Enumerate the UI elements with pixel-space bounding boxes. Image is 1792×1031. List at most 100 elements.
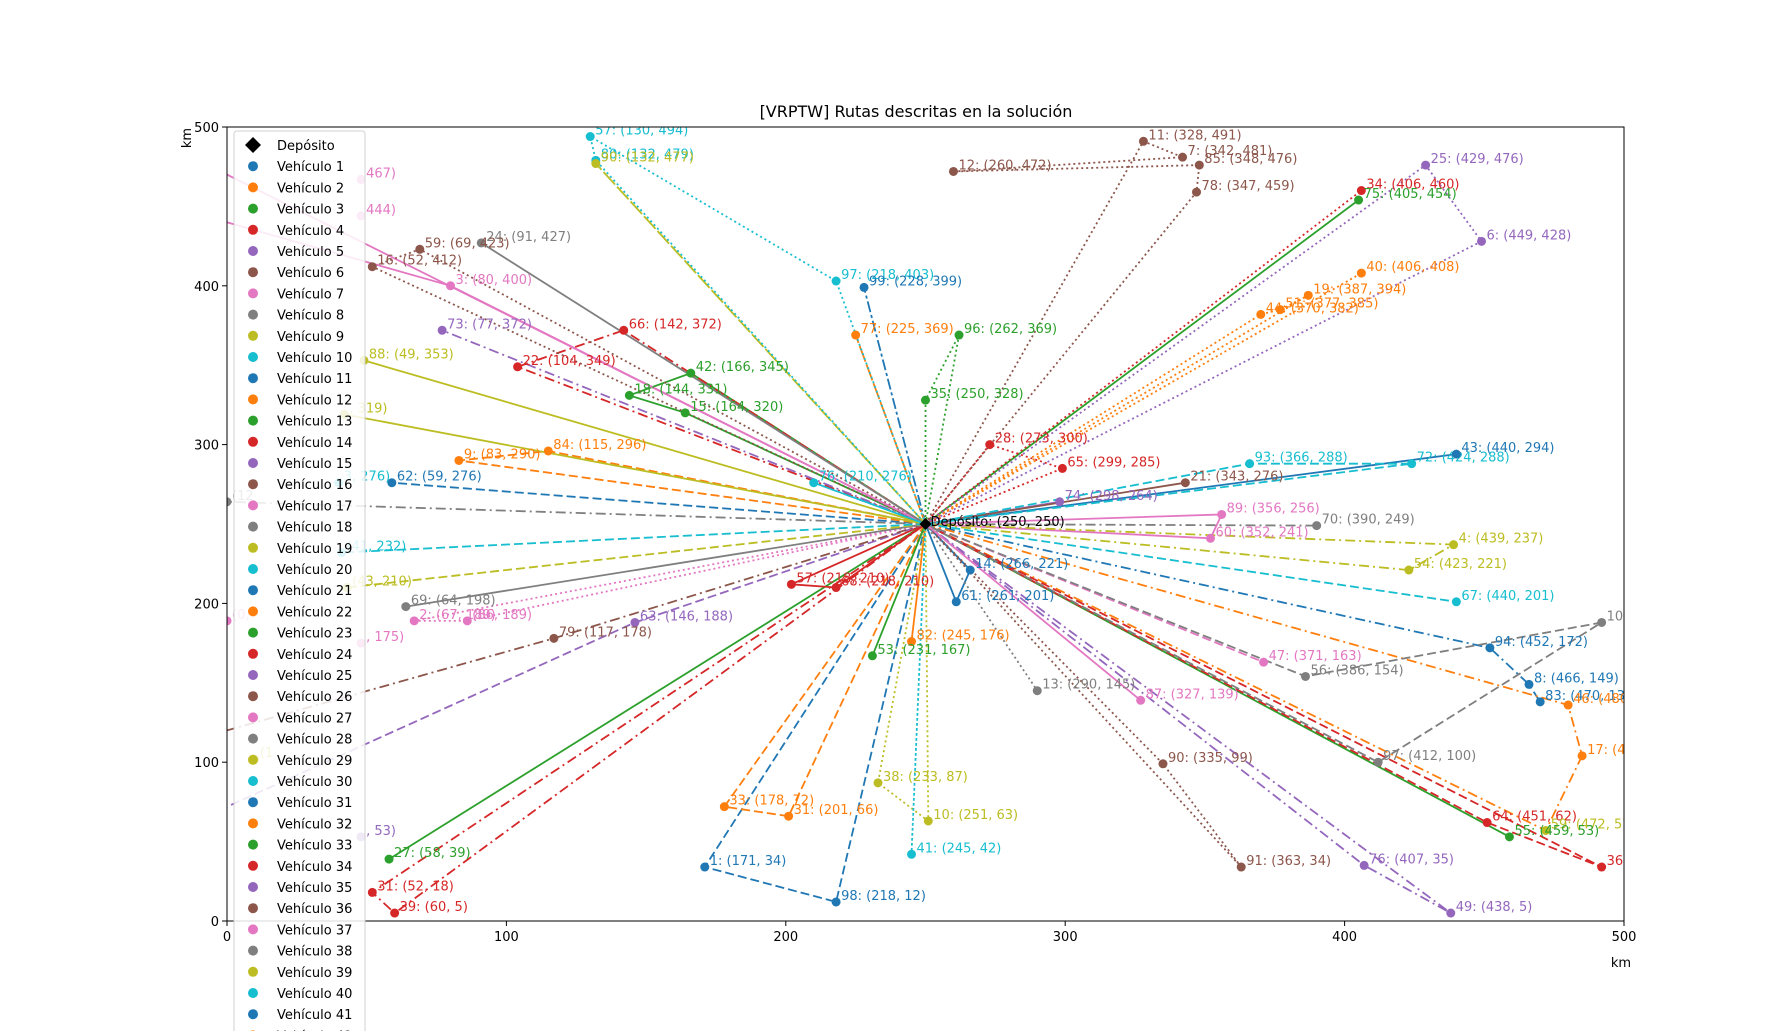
route-line (722, 523, 927, 818)
legend-label: Vehículo 23 (277, 627, 352, 642)
x-tick-label: 300 (1053, 930, 1078, 945)
customer-point (401, 602, 411, 612)
x-axis-label: km (1611, 956, 1631, 971)
legend-label: Vehículo 35 (277, 881, 352, 896)
legend-label: Vehículo 9 (277, 330, 344, 345)
customer-label: 53: (231, 167) (877, 643, 970, 658)
customer-point (1524, 679, 1534, 689)
legend-label: Vehículo 41 (277, 1008, 352, 1023)
customer-label: 63: (146, 188) (640, 609, 733, 624)
route-line (514, 329, 926, 525)
customer-label: 24: (91, 427) (486, 230, 571, 245)
customer-point (809, 478, 819, 488)
customer-label: 100: (492, 188) (1607, 609, 1708, 624)
chart-title: [VRPTW] Rutas descritas en la solución (760, 102, 1073, 121)
customer-label: 42: (166, 345) (696, 360, 789, 375)
customer-label: 96: (262, 369) (964, 322, 1057, 337)
customer-label: (43, 210) (352, 575, 412, 590)
customer-point (1541, 825, 1551, 835)
legend-marker (248, 500, 258, 511)
customer-label: 36: (492, 34) (1607, 854, 1692, 869)
legend-marker (248, 182, 258, 193)
customer-label: 68: (218, 210) (841, 575, 934, 590)
customer-label: 51: (377, 385) (1285, 297, 1378, 312)
route-line (480, 242, 926, 525)
customer-label: , 53) (366, 824, 396, 839)
legend-marker (248, 988, 258, 998)
customer-point (1245, 459, 1255, 469)
legend-label: Vehículo 38 (277, 945, 352, 960)
legend-marker (248, 585, 258, 596)
customer-point (1504, 832, 1514, 842)
customer-label: , 175) (366, 630, 404, 645)
legend-marker (248, 627, 258, 638)
customer-point (1055, 497, 1065, 507)
legend-marker (248, 436, 258, 447)
customer-label: 39: (60, 5) (400, 900, 468, 915)
customer-point (390, 908, 400, 918)
route-line (925, 523, 1317, 527)
customer-point (965, 565, 975, 575)
customer-label: 56: (386, 154) (1310, 663, 1403, 678)
customer-label: 82: (245, 176) (917, 629, 1010, 644)
customer-label: 78: (347, 459) (1202, 179, 1295, 194)
customer-label: 3: (80, 400) (456, 273, 533, 288)
customer-point (1373, 757, 1383, 767)
legend-label: Vehículo 19 (277, 542, 352, 557)
legend-label: Vehículo 25 (277, 669, 352, 684)
route-line (363, 359, 926, 525)
customer-point (1446, 908, 1456, 918)
legend-marker (248, 966, 258, 977)
route-line (925, 523, 1457, 572)
customer-point (454, 455, 464, 465)
plot-frame (226, 126, 1625, 922)
route-line (924, 443, 1066, 525)
legend-label: Vehículo 4 (277, 224, 344, 239)
route-line (458, 450, 926, 525)
legend-label: Vehículo 5 (277, 245, 344, 260)
route-line (925, 272, 1362, 525)
customer-point (513, 362, 523, 372)
route-line (924, 334, 960, 525)
customer-label: 88: (49, 353) (369, 347, 454, 362)
legend-label: Vehículo 3 (277, 203, 344, 218)
route-line (924, 523, 1039, 692)
legend-marker (248, 330, 258, 341)
customer-label: 4: (439, 237) (1459, 532, 1544, 547)
customer-label: 7: (342, 481) (1188, 144, 1273, 159)
customer-label: 59: (472, 57) (1551, 817, 1636, 832)
customer-point (1535, 697, 1545, 707)
customer-point (1194, 160, 1204, 170)
legend-label: Vehículo 14 (277, 436, 352, 451)
customer-point (1421, 160, 1431, 170)
axis-ticks: 0 100 200 300 400 500 0 100 200 300 400 500 (194, 121, 1636, 945)
customer-label: 99: (228, 399) (869, 274, 962, 289)
customer-label: 89: (356, 256) (1227, 501, 1320, 516)
route-line (925, 523, 1541, 703)
route-line (925, 523, 1457, 603)
customer-point (543, 446, 553, 456)
customer-label: 16: (52, 412) (377, 254, 462, 269)
customer-label: 98: (218, 12) (841, 889, 926, 904)
route-line (347, 523, 926, 589)
legend-marker (248, 479, 258, 490)
legend-marker (248, 924, 258, 935)
legend-label: Vehículo 28 (277, 733, 352, 748)
x-tick-label: 500 (1612, 930, 1637, 945)
customer-point (1300, 671, 1310, 681)
customer-label: 70: (390, 249) (1322, 513, 1415, 528)
legend-label: Vehículo 42 (277, 1029, 352, 1031)
customer-label: 55: (459, 53) (1514, 824, 1599, 839)
customer-label: 28: (273, 300) (995, 432, 1088, 447)
route-line (388, 523, 926, 860)
legend-label: Vehículo 24 (277, 648, 352, 663)
customer-point (1180, 478, 1190, 488)
legend-marker (248, 309, 258, 320)
customer-label: 34: (406, 460) (1366, 178, 1459, 193)
customer-label: 43: (440, 294) (1461, 441, 1554, 456)
legend-marker (248, 945, 258, 956)
customer-label: 80: (132, 479) (601, 147, 694, 162)
route-line (924, 523, 1242, 868)
customer-point (1485, 643, 1495, 653)
customer-point (1259, 657, 1269, 667)
